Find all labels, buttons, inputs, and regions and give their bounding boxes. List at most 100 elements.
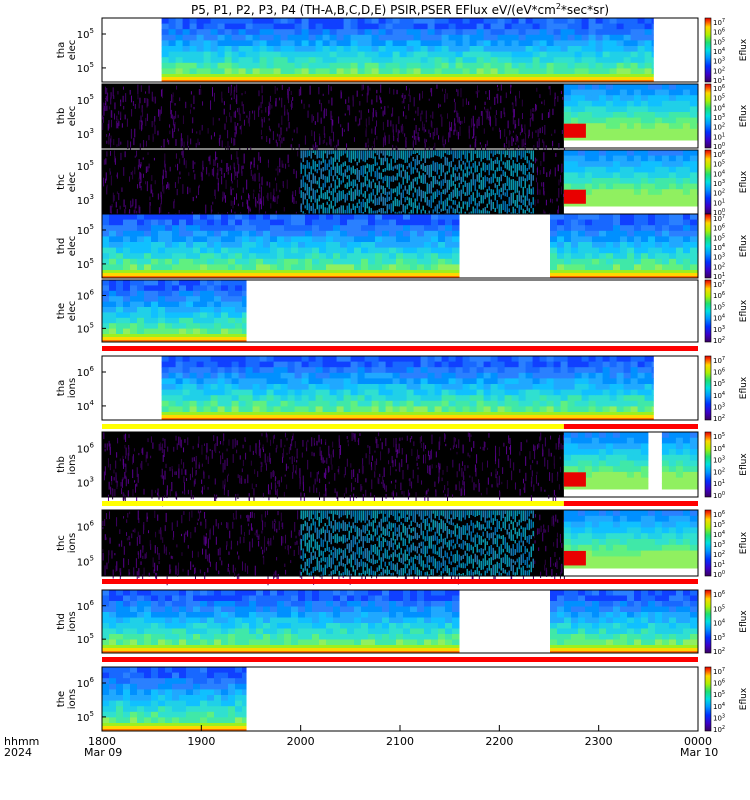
spectrogram-cell	[584, 194, 593, 201]
band-cell	[266, 80, 275, 82]
spectrogram-cell	[382, 236, 390, 243]
spectrogram-cell	[396, 247, 404, 254]
band-cell	[165, 337, 173, 340]
cyan-mark	[378, 166, 380, 170]
spectrogram-cell	[256, 219, 264, 226]
noise-mark	[560, 175, 562, 183]
spectrogram-cell	[329, 34, 338, 41]
spectrogram-cell	[182, 384, 191, 391]
noise-mark	[387, 105, 389, 109]
spectrogram-cell	[483, 68, 492, 75]
noise-mark	[219, 167, 221, 172]
noise-mark	[401, 94, 403, 98]
spectrogram-cell	[676, 225, 684, 232]
spectrogram-cell	[560, 29, 569, 36]
spectrogram-cell	[179, 247, 187, 254]
noise-mark	[283, 137, 285, 141]
spectrogram-cell	[605, 161, 614, 168]
cyan-mark	[444, 172, 446, 184]
spectrogram-cell	[266, 40, 275, 47]
spectrogram-cell	[619, 134, 628, 141]
spectrogram-cell	[571, 264, 579, 271]
spectrogram-cell	[354, 258, 362, 265]
spectrogram-cell	[308, 361, 317, 368]
cyan-mark	[412, 202, 414, 214]
spectrogram-cell	[578, 258, 586, 265]
spectrogram-cell	[189, 46, 198, 53]
band-cell	[343, 80, 352, 82]
spectrogram-cell	[245, 62, 254, 69]
spectrogram-cell	[228, 230, 236, 237]
noise-mark	[132, 100, 134, 106]
noise-mark	[512, 130, 514, 133]
spectrogram-cell	[336, 378, 345, 385]
spectrogram-cell	[620, 219, 628, 226]
band-cell	[224, 77, 233, 80]
colorbar-tick-label: 101	[713, 132, 725, 141]
spectrogram-cell	[221, 247, 229, 254]
spectrogram-cell	[175, 378, 184, 385]
band-cell	[301, 77, 310, 80]
noise-mark	[366, 124, 368, 128]
cyan-mark	[302, 150, 304, 163]
band-cell	[574, 80, 583, 82]
noise-mark	[179, 177, 181, 180]
noise-mark	[175, 153, 177, 159]
cyan-mark	[408, 212, 410, 214]
spectrogram-cell	[102, 214, 110, 221]
spectrogram-cell	[634, 236, 642, 243]
band-cell	[396, 276, 404, 278]
spectrogram-cell	[655, 242, 663, 249]
spectrogram-cell	[102, 242, 110, 249]
spectrogram-cell	[357, 34, 366, 41]
noise-mark	[441, 88, 443, 92]
spectrogram-cell	[476, 40, 485, 47]
spectrogram-cell	[228, 323, 236, 330]
spectrogram-cell	[273, 29, 282, 36]
spectrogram-cell	[511, 57, 520, 64]
cyan-mark	[344, 209, 346, 214]
band-cell	[144, 334, 152, 337]
noise-mark	[243, 153, 245, 164]
cyan-mark	[326, 150, 328, 159]
spectrogram-cell	[315, 400, 324, 407]
spectrogram-cell	[371, 29, 380, 36]
noise-mark	[408, 103, 410, 111]
band-cell	[469, 77, 478, 80]
spectrogram-cell	[175, 372, 184, 379]
band-cell	[399, 77, 408, 80]
cyan-mark	[376, 198, 378, 206]
spectrogram-cell	[242, 280, 247, 286]
spectrogram-cell	[123, 247, 131, 254]
spectrogram-cell	[189, 378, 198, 385]
spectrogram-cell	[577, 161, 586, 168]
spectrogram-cell	[612, 95, 621, 102]
noise-mark	[425, 139, 427, 143]
cyan-mark	[324, 192, 326, 200]
band-cell	[651, 77, 654, 80]
spectrogram-cell	[668, 172, 677, 179]
spectrogram-cell	[249, 219, 257, 226]
spectrogram-cell	[144, 242, 152, 249]
spectrogram-cell	[221, 323, 229, 330]
spectrogram-cell	[221, 253, 229, 260]
noise-mark	[202, 167, 204, 170]
spectrogram-cell	[441, 68, 450, 75]
cyan-mark	[524, 195, 526, 207]
noise-mark	[254, 110, 256, 120]
cyan-mark	[304, 150, 306, 158]
spectrogram-cell	[172, 317, 180, 324]
spectrogram-cell	[497, 57, 506, 64]
noise-mark	[130, 141, 132, 151]
spectrogram-cell	[116, 219, 124, 226]
spectrogram-cell	[182, 395, 191, 402]
spectrogram-cell	[613, 230, 621, 237]
noise-mark	[223, 108, 225, 115]
spectrogram-cell	[497, 62, 506, 69]
noise-mark	[422, 90, 424, 99]
spectrogram-cell	[571, 258, 579, 265]
spectrogram-cell	[361, 258, 369, 265]
noise-mark	[405, 136, 407, 142]
spectrogram-cell	[577, 89, 586, 96]
spectrogram-cell	[238, 361, 247, 368]
